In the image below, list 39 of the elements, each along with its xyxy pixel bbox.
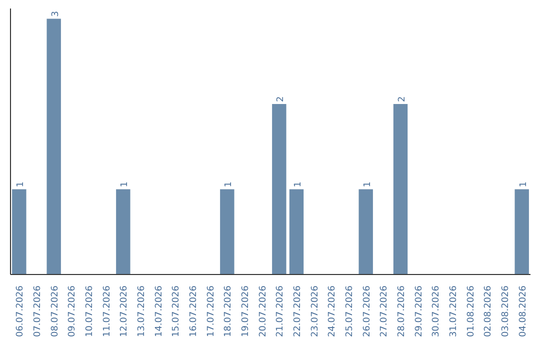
x-tick-label: 23.07.2026 [310, 285, 320, 338]
x-tick-label: 04.08.2026 [518, 285, 528, 338]
x-tick-label: 25.07.2026 [345, 285, 355, 338]
data-label: 1 [224, 182, 234, 188]
x-tick-label: 10.07.2026 [85, 285, 95, 338]
x-tick-label: 11.07.2026 [102, 285, 112, 338]
data-label: 1 [362, 182, 373, 188]
x-tick-label: 12.07.2026 [120, 285, 130, 338]
x-tick-label: 02.08.2026 [484, 285, 494, 338]
x-tick-label: 20.07.2026 [258, 285, 268, 338]
data-label: 2 [276, 96, 286, 102]
x-tick-label: 19.07.2026 [241, 285, 251, 338]
data-label: 1 [294, 182, 304, 188]
data-label: 1 [16, 182, 26, 188]
x-tick-label: 24.07.2026 [328, 285, 338, 338]
x-tick-label: 07.07.2026 [33, 285, 43, 338]
x-tick-label: 26.07.2026 [362, 285, 372, 338]
x-tick-label: 31.07.2026 [449, 285, 459, 338]
x-tick-label: 03.08.2026 [501, 285, 511, 338]
x-tick-label: 16.07.2026 [189, 285, 199, 338]
data-label: 1 [518, 182, 529, 188]
x-tick-label: 06.07.2026 [16, 285, 26, 338]
x-tick-label: 08.07.2026 [50, 285, 60, 338]
x-tick-label: 22.07.2026 [293, 285, 303, 338]
x-tick-label: 18.07.2026 [224, 285, 234, 338]
x-tick-label: 27.07.2026 [380, 285, 390, 338]
x-tick-label: 17.07.2026 [206, 285, 216, 338]
x-tick-label: 21.07.2026 [276, 285, 286, 338]
x-tick-label: 01.08.2026 [466, 285, 476, 338]
x-tick-label: 13.07.2026 [137, 285, 147, 338]
x-tick-label: 29.07.2026 [414, 285, 424, 338]
data-label: 1 [120, 182, 130, 188]
x-tick-label: 09.07.2026 [68, 285, 78, 338]
data-label: 2 [398, 96, 408, 102]
x-tick-label: 15.07.2026 [172, 285, 182, 338]
data-label: 3 [50, 10, 61, 17]
x-tick-label: 30.07.2026 [432, 285, 442, 338]
x-tick-label: 14.07.2026 [154, 285, 164, 338]
x-tick-label: 28.07.2026 [397, 285, 407, 338]
